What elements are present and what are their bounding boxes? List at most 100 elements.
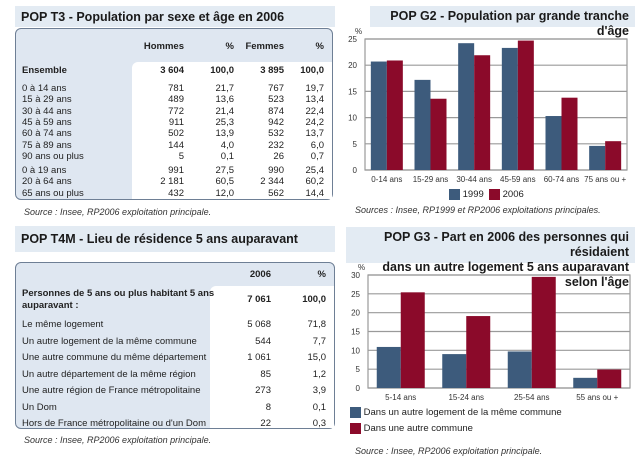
t3-row-label: 30 à 44 ans <box>22 105 72 117</box>
t3-row-value: 432 <box>168 187 184 199</box>
g2-xtick-label: 75 ans ou + <box>584 175 626 184</box>
t3-row-value: 6,0 <box>310 139 324 151</box>
g2-xtick-label: 0-14 ans <box>371 175 402 184</box>
t3-table: Hommes % Femmes % Ensemble 3 604 100,0 3 89… <box>15 28 333 200</box>
g3-legend-same-commune: Dans un autre logement de la même commun… <box>350 407 562 418</box>
t4m-row-value: 0,1 <box>312 401 326 413</box>
t3-row-label: 0 à 14 ans <box>22 83 67 94</box>
t3-row-value: 60,5 <box>215 176 235 188</box>
g3-legend-swatch-same <box>350 407 361 418</box>
t3-row-value: 772 <box>168 105 184 117</box>
t3-header-femmes: Femmes <box>245 41 284 52</box>
g3-source: Source : Insee, RP2006 exploitation prin… <box>355 446 543 456</box>
t3-row-value: 2 181 <box>160 176 184 188</box>
g3-title: POP G3 - Part en 2006 des personnes qui … <box>346 227 635 289</box>
g3-legend-label-other: Dans une autre commune <box>363 423 473 435</box>
g3-chart: 0 5 10 15 20 25 30% 5-14 ans 15-24 ans 25-54 ans 5… <box>351 263 631 402</box>
t3-row-value: 5 <box>178 150 184 162</box>
t3-row-value: 232 <box>268 139 284 151</box>
t4m-title-text: POP T4M - Lieu de résidence 5 ans aupara… <box>21 232 298 246</box>
g3-plot-frame <box>367 274 631 389</box>
g3-bar-a <box>376 346 401 388</box>
t4m-row-value: 8 <box>265 401 271 413</box>
t4m-header-pct: % <box>317 269 326 280</box>
t4m-row-value: 71,8 <box>307 319 327 330</box>
t3-row-value: 13,7 <box>305 128 325 140</box>
t3-row-label: 65 ans ou plus <box>22 187 84 199</box>
g2-legend-label-1999: 1999 <box>462 189 484 201</box>
g2-bar-a <box>458 43 475 170</box>
g3-title-line2: dans un autre logement 5 ans auparavant … <box>382 260 629 289</box>
t3-header-pct-h: % <box>225 41 234 52</box>
t4m-row-label: Le même logement <box>22 319 104 330</box>
g2-legend-2006: 2006 <box>489 189 524 200</box>
g2-legend-label-2006: 2006 <box>502 189 524 201</box>
t4m-row-label: Un autre logement de la même commune <box>22 335 197 347</box>
t3-row-value: 0,7 <box>310 150 324 162</box>
g2-chart: 0 5 10 15 20 25% 0-14 ans 15-29 ans 30-44 ans 45-… <box>348 27 628 184</box>
g3-xtick-label: 25-54 ans <box>514 393 550 402</box>
t3-row-value: 911 <box>168 116 184 128</box>
t3-source: Source : Insee, RP2006 exploitation prin… <box>24 207 212 217</box>
t3-row-label: 20 à 64 ans <box>22 176 72 188</box>
t3-row-value: 990 <box>268 165 284 176</box>
t4m-total-label-1: Personnes de 5 ans ou plus habitant 5 an… <box>22 288 215 299</box>
g3-bar-b <box>531 276 556 388</box>
t3-row-value: 25,3 <box>215 116 235 128</box>
t3-row-value: 12,0 <box>215 187 235 199</box>
t4m-table: 2006 % Personnes de 5 ans ou plus habita… <box>15 262 335 429</box>
t3-row-total-value: 3 604 <box>160 65 184 76</box>
g2-legend-swatch-1999 <box>449 189 460 200</box>
t3-values-area <box>132 62 332 199</box>
t3-row-value: 13,9 <box>215 128 235 140</box>
t4m-values-area <box>210 286 334 428</box>
t4m-total-value: 7 061 <box>247 294 271 305</box>
g3-bar-a <box>442 354 467 388</box>
t3-row-value: 781 <box>168 83 184 94</box>
g2-ytick-label: 0 <box>353 166 358 175</box>
g2-ytick-label: 15 <box>348 87 357 96</box>
g3-bar-a <box>573 377 598 388</box>
t3-row-value: 60,2 <box>305 176 325 188</box>
g2-bar-b <box>561 97 578 170</box>
t3-row-value: 19,7 <box>305 83 325 94</box>
t4m-total-label-2: auparavant : <box>22 300 79 311</box>
t3-row-value: 25,4 <box>305 165 325 176</box>
t4m-row-value: 544 <box>255 335 271 347</box>
t3-row-label: 15 à 29 ans <box>22 94 72 106</box>
g2-xtick-label: 15-29 ans <box>413 175 449 184</box>
t4m-row-value: 1,2 <box>312 368 326 380</box>
t4m-row-value: 273 <box>255 385 271 396</box>
t4m-header-2006: 2006 <box>249 269 271 280</box>
g3-legend-label-same: Dans un autre logement de la même commun… <box>363 407 562 419</box>
g2-ytick-label: 5 <box>353 140 358 149</box>
g2-bar-a <box>589 145 606 170</box>
g2-title: POP G2 - Population par grande tranche d… <box>370 6 635 38</box>
t3-row-label: 75 à 89 ans <box>22 139 72 151</box>
t4m-row-label: Une autre commune du même département <box>22 352 207 363</box>
g2-xtick-label: 60-74 ans <box>544 175 580 184</box>
t3-row-value: 489 <box>168 94 184 106</box>
t4m-row-value: 22 <box>260 418 271 429</box>
t3-row-total-value: 100,0 <box>300 65 324 76</box>
g3-ytick-label: 25 <box>351 290 360 299</box>
g3-title-line1: POP G3 - Part en 2006 des personnes qui … <box>383 230 629 259</box>
g3-bar-a <box>507 351 532 388</box>
t4m-row-value: 7,7 <box>312 335 326 347</box>
g2-bar-b <box>517 40 534 171</box>
g3-bar-b <box>466 316 491 388</box>
g3-ytick-label: 15 <box>351 328 360 337</box>
t4m-row-value: 5 068 <box>247 319 271 330</box>
g2-bar-a <box>414 79 431 170</box>
g3-ytick-label: 20 <box>351 309 360 318</box>
t3-title: POP T3 - Population par sexe et âge en 2… <box>15 6 335 27</box>
t3-row-value: 523 <box>268 94 284 106</box>
g2-bar-b <box>605 141 622 170</box>
g2-plot-frame <box>364 38 628 171</box>
g3-ylabel: % <box>358 263 365 272</box>
t3-row-value: 24,2 <box>305 116 325 128</box>
g2-bar-a <box>545 116 562 170</box>
t3-row-value: 2 344 <box>260 176 284 188</box>
t3-row-value: 21,7 <box>215 83 235 94</box>
t3-row-value: 26 <box>273 150 284 162</box>
